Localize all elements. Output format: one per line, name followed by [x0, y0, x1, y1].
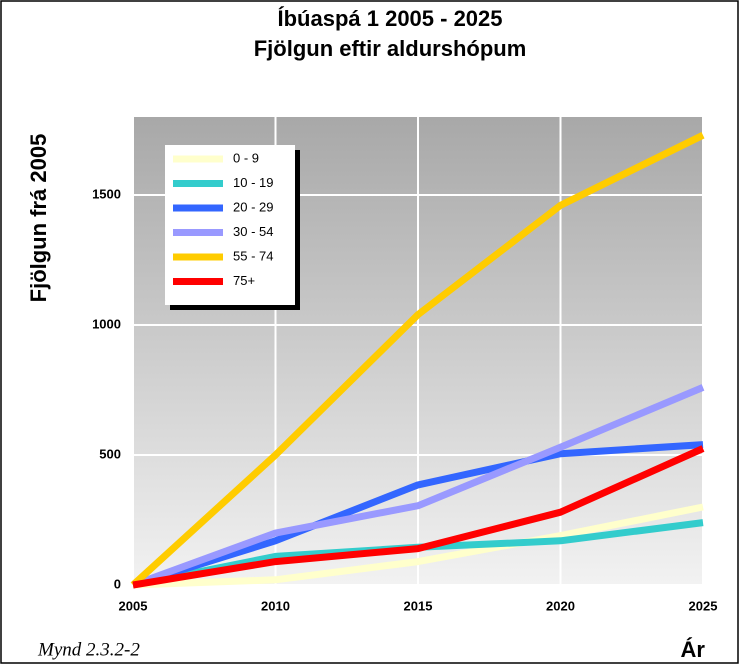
y-tick-label: 500 — [99, 446, 121, 461]
legend-label: 0 - 9 — [233, 150, 259, 165]
legend-label: 30 - 54 — [233, 224, 273, 239]
legend-label: 10 - 19 — [233, 175, 273, 190]
x-tick-label: 2020 — [546, 598, 575, 613]
y-axis-label: Fjölgun frá 2005 — [26, 134, 51, 303]
legend-label: 75+ — [233, 273, 255, 288]
data-line — [132, 445, 705, 589]
data-line — [132, 503, 704, 589]
legend-label: 20 - 29 — [233, 199, 273, 214]
data-line — [131, 441, 704, 589]
x-tick-label: 2025 — [689, 598, 718, 613]
x-axis-label: Ár — [681, 637, 706, 662]
legend-label: 55 - 74 — [233, 248, 273, 263]
x-tick-label: 2010 — [261, 598, 290, 613]
data-line — [131, 384, 705, 589]
caption: Mynd 2.3.2-2 — [37, 639, 140, 660]
chart-title: Íbúaspá 1 2005 - 2025 — [277, 6, 502, 31]
y-tick-label: 1000 — [92, 316, 121, 331]
y-tick-label: 0 — [114, 576, 121, 591]
x-tick-label: 2015 — [404, 598, 433, 613]
x-tick-label: 2005 — [119, 598, 148, 613]
data-line — [130, 132, 705, 588]
y-tick-label: 1500 — [92, 186, 121, 201]
chart-subtitle: Fjölgun eftir aldurshópum — [254, 36, 527, 61]
